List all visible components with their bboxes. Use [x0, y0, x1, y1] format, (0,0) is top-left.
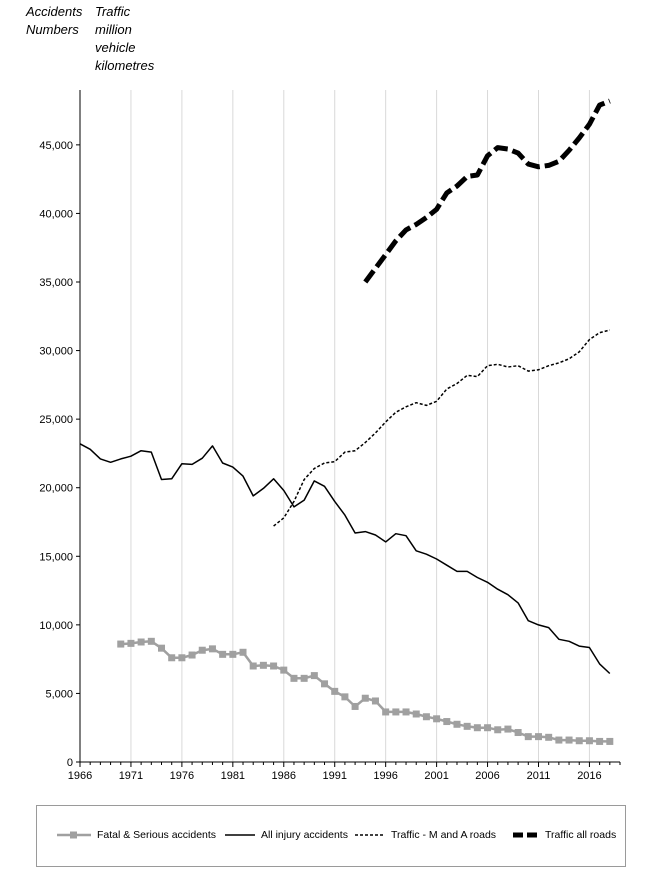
series-0-marker-1975 — [168, 654, 176, 662]
x-tick-label-2001: 2001 — [424, 770, 448, 782]
series-0-marker-2018 — [606, 737, 614, 745]
series-0-marker-2010 — [524, 733, 532, 741]
series-0-marker-2001 — [433, 715, 441, 723]
x-tick-label-1976: 1976 — [170, 770, 194, 782]
series-0-marker-1990 — [321, 680, 329, 688]
left-axis-title: Accidents Numbers — [26, 3, 82, 39]
series-0-marker-1992 — [341, 693, 349, 701]
legend-label-traffic-all: Traffic all roads — [545, 829, 617, 841]
right-axis-title-line-2: million — [95, 22, 132, 37]
series-0-marker-1973 — [147, 637, 155, 645]
legend-swatch-all-injury — [225, 834, 255, 836]
series-0-marker-2009 — [514, 729, 522, 737]
series-0-marker-1974 — [158, 644, 166, 652]
legend-label-traffic-m-a: Traffic - M and A roads — [391, 829, 497, 841]
right-axis-title: Traffic million vehicle kilometres — [95, 3, 154, 75]
x-tick-label-1981: 1981 — [221, 770, 245, 782]
x-tick-label-1991: 1991 — [322, 770, 346, 782]
y-tick-label-30000: 30,000 — [39, 346, 73, 358]
series-0-marker-2016 — [585, 737, 593, 745]
series-0-marker-1983 — [249, 662, 257, 670]
series-0-marker-2017 — [596, 737, 604, 745]
series-0-marker-1995 — [371, 697, 379, 705]
legend-label-fatal-serious: Fatal & Serious accidents — [97, 829, 217, 841]
legend-item-fatal-serious: Fatal & Serious accidents — [57, 829, 216, 841]
series-0-marker-2012 — [545, 733, 553, 741]
series-0-marker-1982 — [239, 648, 247, 656]
series-0-marker-1979 — [208, 645, 216, 653]
x-tick-label-1971: 1971 — [119, 770, 143, 782]
legend-swatch-traffic-all — [513, 832, 539, 838]
series-0-marker-1991 — [331, 687, 339, 695]
series-0-marker-2015 — [575, 737, 583, 745]
legend-item-traffic-all: Traffic all roads — [513, 829, 616, 841]
series-0-marker-1977 — [188, 651, 196, 659]
x-tick-label-2016: 2016 — [577, 770, 601, 782]
series-0-marker-1999 — [412, 710, 420, 718]
series-0-marker-2007 — [494, 726, 502, 734]
right-axis-title-line-4: kilometres — [95, 58, 155, 73]
series-0-marker-1994 — [361, 694, 369, 702]
series-0-marker-1972 — [137, 638, 145, 646]
legend-swatch-fatal-serious — [57, 831, 91, 839]
series-0-marker-2013 — [555, 736, 563, 744]
y-tick-label-5000: 5,000 — [45, 688, 73, 700]
series-line-2 — [273, 329, 610, 527]
series-0-marker-2004 — [463, 722, 471, 730]
series-0-marker-1988 — [300, 674, 308, 682]
series-0-marker-2005 — [473, 724, 481, 732]
left-axis-title-line-2: Numbers — [26, 22, 79, 37]
series-0-marker-2003 — [453, 720, 461, 728]
y-tick-label-45000: 45,000 — [39, 140, 73, 152]
series-0-marker-1981 — [229, 650, 237, 658]
series-0-marker-1984 — [259, 661, 267, 669]
x-tick-label-1996: 1996 — [373, 770, 397, 782]
series-line-3 — [363, 98, 611, 284]
series-0-marker-2002 — [443, 718, 451, 726]
series-0-marker-1976 — [178, 654, 186, 662]
series-0-marker-2008 — [504, 725, 512, 733]
legend-swatch-traffic-m-a — [355, 834, 385, 836]
y-tick-label-40000: 40,000 — [39, 208, 73, 220]
y-tick-label-0: 0 — [67, 757, 73, 769]
x-tick-label-2006: 2006 — [475, 770, 499, 782]
y-tick-label-15000: 15,000 — [39, 551, 73, 563]
legend-item-all-injury: All injury accidents — [225, 829, 348, 841]
x-tick-label-2011: 2011 — [527, 770, 551, 782]
series-0-marker-2011 — [534, 733, 542, 741]
series-0-marker-1978 — [198, 646, 206, 654]
y-tick-label-35000: 35,000 — [39, 277, 73, 289]
series-0-marker-1996 — [382, 708, 390, 716]
series-0-marker-1986 — [280, 666, 288, 674]
x-tick-label-1966: 1966 — [68, 770, 92, 782]
series-0-marker-1998 — [402, 708, 410, 716]
legend: Fatal & Serious accidents All injury acc… — [36, 805, 626, 867]
series-0-marker-1987 — [290, 674, 298, 682]
series-0-marker-2014 — [565, 736, 573, 744]
series-0-marker-1980 — [219, 650, 227, 658]
x-tick-label-1986: 1986 — [272, 770, 296, 782]
series-0-marker-1997 — [392, 708, 400, 716]
series-0-marker-1970 — [117, 640, 125, 648]
series-0-marker-1993 — [351, 702, 359, 710]
series-0-marker-1985 — [270, 662, 278, 670]
right-axis-title-line-1: Traffic — [95, 4, 131, 19]
y-tick-label-20000: 20,000 — [39, 483, 73, 495]
legend-item-traffic-m-a: Traffic - M and A roads — [355, 829, 496, 841]
right-axis-title-line-3: vehicle — [95, 40, 136, 55]
y-tick-label-10000: 10,000 — [39, 620, 73, 632]
series-0-marker-1989 — [310, 672, 318, 680]
series-0-marker-2006 — [484, 724, 492, 732]
series-0-marker-1971 — [127, 639, 135, 647]
y-tick-label-25000: 25,000 — [39, 414, 73, 426]
series-line-1 — [79, 443, 611, 675]
left-axis-title-line-1: Accidents — [26, 4, 83, 19]
legend-label-all-injury: All injury accidents — [261, 829, 348, 841]
series-0-marker-2000 — [422, 713, 430, 721]
